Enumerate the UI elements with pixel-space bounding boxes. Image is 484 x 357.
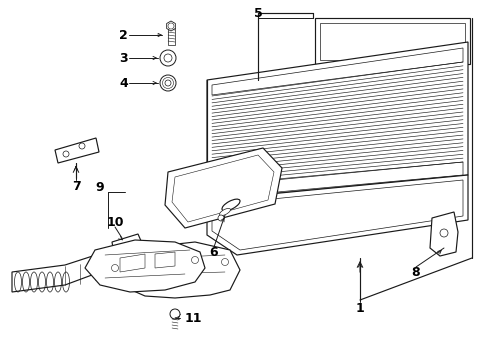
Polygon shape	[212, 162, 462, 198]
Polygon shape	[167, 28, 175, 45]
Circle shape	[63, 151, 69, 157]
Circle shape	[111, 265, 118, 272]
Text: 8: 8	[411, 266, 420, 278]
Text: 1: 1	[355, 302, 363, 315]
Circle shape	[221, 258, 228, 266]
Circle shape	[167, 23, 174, 29]
Circle shape	[217, 215, 224, 221]
Circle shape	[170, 309, 180, 319]
Text: 11: 11	[184, 312, 202, 325]
Polygon shape	[100, 242, 240, 298]
Text: 7: 7	[72, 180, 80, 192]
Polygon shape	[12, 252, 105, 292]
Text: 3: 3	[119, 51, 128, 65]
Circle shape	[165, 80, 171, 86]
Polygon shape	[429, 212, 457, 256]
Ellipse shape	[222, 199, 240, 211]
Circle shape	[79, 143, 85, 149]
Ellipse shape	[219, 208, 230, 216]
Polygon shape	[212, 48, 462, 95]
Polygon shape	[207, 175, 467, 255]
Polygon shape	[85, 240, 205, 292]
Circle shape	[439, 229, 447, 237]
Text: 5: 5	[253, 6, 262, 20]
Text: 6: 6	[209, 246, 218, 258]
Circle shape	[191, 256, 198, 263]
Circle shape	[160, 50, 176, 66]
Text: 10: 10	[106, 216, 123, 228]
Polygon shape	[112, 234, 145, 262]
Text: 9: 9	[95, 181, 104, 193]
Circle shape	[162, 77, 173, 89]
Polygon shape	[165, 148, 281, 228]
Polygon shape	[207, 42, 467, 200]
Circle shape	[164, 54, 172, 62]
Polygon shape	[55, 138, 99, 163]
Text: 2: 2	[119, 29, 128, 41]
Text: 4: 4	[119, 76, 128, 90]
Polygon shape	[314, 18, 469, 64]
Circle shape	[160, 75, 176, 91]
